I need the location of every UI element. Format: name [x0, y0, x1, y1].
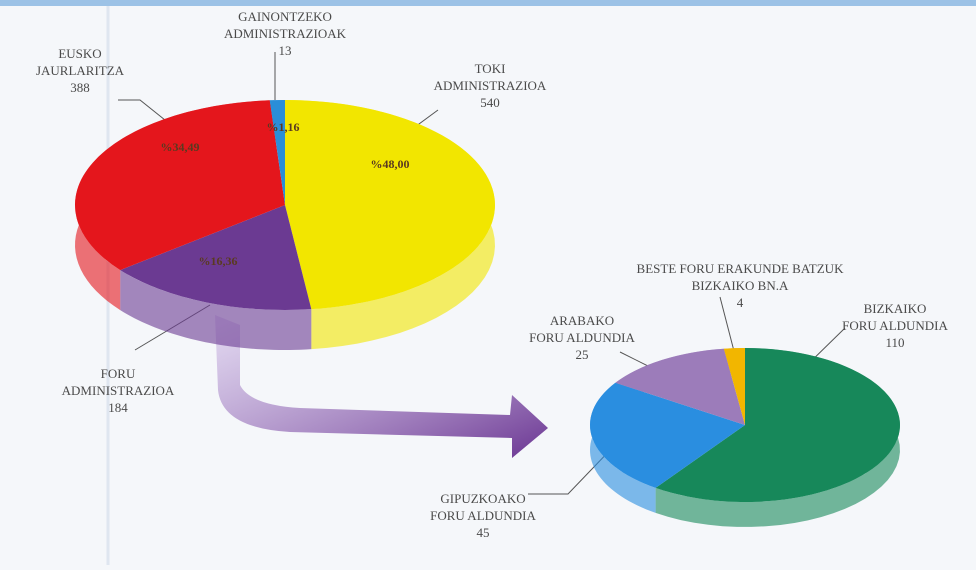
category-label: FORU ALDUNDIA: [842, 318, 948, 333]
top-bar: [0, 0, 976, 6]
slice: [285, 100, 496, 310]
category-label: BIZKAIKO BN.A: [692, 278, 789, 293]
category-label: ADMINISTRAZIOA: [62, 383, 175, 398]
percent-label: %16,36: [199, 254, 238, 268]
category-label: ADMINISTRAZIOAK: [224, 26, 347, 41]
slice-side: [655, 348, 900, 527]
value-label: 540: [480, 95, 500, 110]
category-label: BIZKAIKO: [864, 301, 927, 316]
percent-label: %48,00: [371, 157, 410, 171]
category-label: EUSKO: [58, 46, 101, 61]
leader: [719, 296, 736, 356]
arrow: [215, 315, 548, 458]
category-label: JAURLARITZA: [36, 63, 125, 78]
category-label: TOKI: [475, 61, 506, 76]
slice-side: [120, 270, 312, 350]
slice: [615, 348, 745, 425]
slice: [590, 382, 745, 488]
category-label: BESTE FORU ERAKUNDE BATZUK: [637, 261, 845, 276]
percent-label: %1,16: [267, 120, 300, 134]
value-label: 184: [108, 400, 128, 415]
slice: [723, 348, 745, 425]
category-label: GIPUZKOAKO: [440, 491, 525, 506]
category-label: FORU ALDUNDIA: [529, 330, 635, 345]
slice: [269, 100, 285, 205]
value-label: 25: [576, 347, 589, 362]
value-label: 388: [70, 80, 90, 95]
category-label: FORU: [101, 366, 136, 381]
slice: [75, 100, 285, 271]
percent-label: %34,49: [161, 140, 200, 154]
leader: [118, 99, 166, 121]
value-label: 4: [737, 295, 744, 310]
category-label: FORU ALDUNDIA: [430, 508, 536, 523]
value-label: 13: [279, 43, 292, 58]
slice: [120, 205, 312, 311]
category-label: GAINONTZEKO: [238, 9, 332, 24]
category-label: ARABAKO: [550, 313, 614, 328]
value-label: 45: [477, 525, 490, 540]
category-label: ADMINISTRAZIOA: [434, 78, 547, 93]
slice: [655, 348, 900, 503]
value-label: 110: [885, 335, 904, 350]
